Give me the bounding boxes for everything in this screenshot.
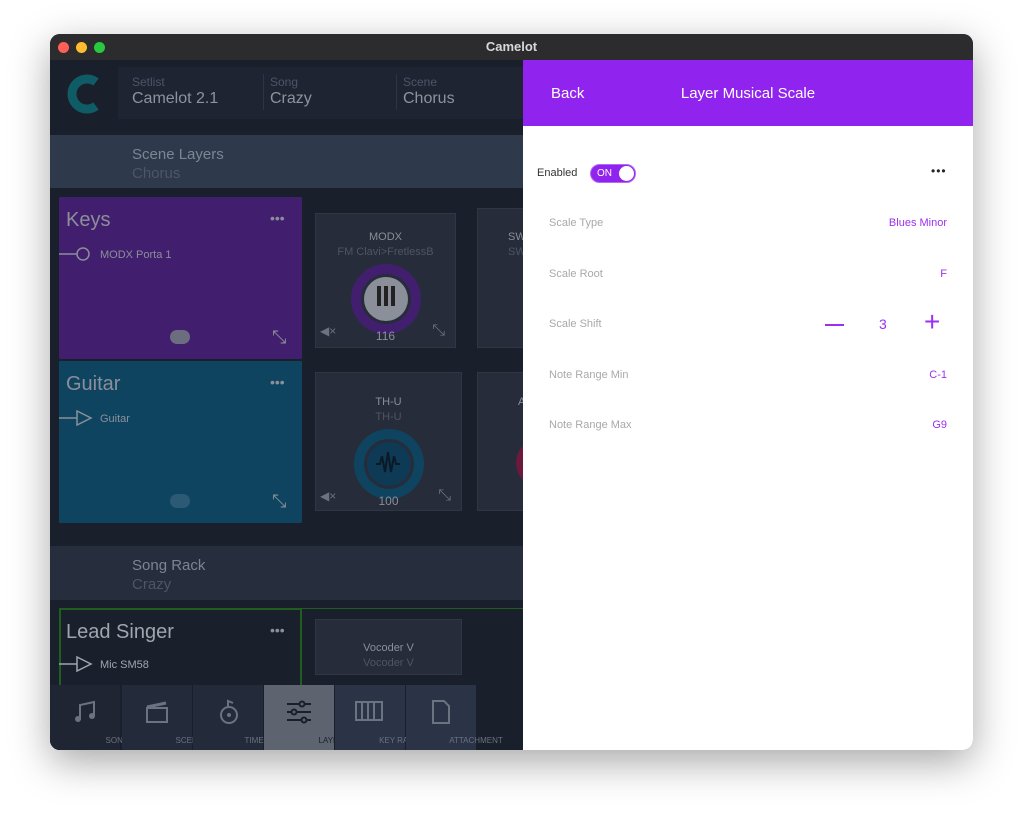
music-note-icon bbox=[75, 700, 95, 722]
window-title: Camelot bbox=[485, 39, 538, 54]
enabled-label: Enabled bbox=[537, 167, 578, 179]
clapperboard-icon bbox=[146, 701, 168, 723]
scene-value[interactable]: Chorus bbox=[403, 90, 455, 107]
volume-value: 116 bbox=[375, 329, 396, 343]
decrement-button[interactable] bbox=[825, 324, 844, 326]
module-card[interactable]: Vocoder V Vocoder V bbox=[315, 619, 462, 675]
expand-icon[interactable]: ⤡ bbox=[432, 322, 445, 339]
volume-knob[interactable] bbox=[354, 429, 424, 499]
song-label: Song bbox=[270, 75, 299, 89]
app-window: Camelot Setlist Camelot 2.1 Song Crazy S… bbox=[50, 34, 973, 750]
scale-root-value[interactable]: F bbox=[940, 268, 947, 280]
note-range-max-value[interactable]: G9 bbox=[932, 419, 947, 431]
module-title: MODX bbox=[369, 231, 402, 243]
more-icon[interactable]: ••• bbox=[270, 622, 285, 638]
timeline-icon bbox=[220, 699, 238, 724]
sliders-icon bbox=[287, 700, 311, 724]
note-range-min-value[interactable]: C-1 bbox=[929, 369, 947, 381]
tab-key-ranges[interactable]: KEY RANGES bbox=[335, 685, 431, 750]
minimize-button[interactable] bbox=[76, 42, 87, 53]
scale-type-value[interactable]: Blues Minor bbox=[888, 217, 947, 229]
back-button[interactable]: Back bbox=[551, 85, 585, 102]
module-title: SW bbox=[508, 231, 526, 243]
layer-musical-scale-panel: Back Layer Musical Scale Enabled ON ••• … bbox=[523, 60, 973, 750]
volume-knob[interactable] bbox=[351, 264, 421, 334]
expand-icon[interactable]: ⤡ bbox=[438, 487, 451, 504]
note-range-min-label: Note Range Min bbox=[549, 369, 629, 381]
audio-input-icon bbox=[59, 656, 93, 672]
module-subtitle: TH-U bbox=[375, 411, 402, 423]
expand-icon[interactable]: ⤡ bbox=[272, 491, 287, 511]
volume-value: 100 bbox=[378, 494, 399, 508]
info-bar bbox=[118, 67, 523, 119]
scene-layers-subtitle: Chorus bbox=[132, 165, 181, 182]
tab-label: KEY RANGES bbox=[379, 736, 431, 745]
song-rack-title: Song Rack bbox=[132, 557, 206, 574]
tab-label: SONGS bbox=[105, 736, 135, 745]
link-icon[interactable] bbox=[170, 330, 190, 344]
close-button[interactable] bbox=[58, 42, 69, 53]
tab-label: ATTACHMENT bbox=[449, 736, 503, 745]
scale-type-label: Scale Type bbox=[549, 217, 604, 229]
more-icon[interactable]: ••• bbox=[270, 210, 285, 226]
module-subtitle: Vocoder V bbox=[363, 657, 414, 669]
scene-label: Scene bbox=[403, 75, 438, 89]
toggle-state: ON bbox=[597, 168, 612, 179]
panel-title: Layer Musical Scale bbox=[680, 85, 816, 102]
tab-songs[interactable]: SONGS bbox=[50, 685, 134, 750]
setlist-value[interactable]: Camelot 2.1 bbox=[132, 90, 219, 107]
layer-input: Guitar bbox=[100, 413, 130, 425]
module-card[interactable]: TH-U TH-U ◀× 100 ⤡ bbox=[315, 372, 462, 511]
audio-input-icon bbox=[59, 410, 93, 426]
zoom-button[interactable] bbox=[94, 42, 105, 53]
expand-icon[interactable]: ⤡ bbox=[272, 327, 287, 347]
scale-root-label: Scale Root bbox=[549, 268, 603, 280]
enabled-toggle[interactable]: ON bbox=[590, 164, 636, 183]
tab-attachment[interactable]: ATTACHMENT bbox=[406, 685, 503, 750]
tab-layers[interactable]: LAYERS bbox=[264, 685, 349, 750]
scale-shift-label: Scale Shift bbox=[549, 318, 602, 330]
title-bar: Camelot bbox=[50, 34, 973, 60]
layer-name: Lead Singer bbox=[66, 621, 174, 643]
document-icon bbox=[432, 700, 450, 724]
increment-button[interactable]: + bbox=[924, 306, 941, 337]
layer-name: Guitar bbox=[66, 373, 121, 395]
module-title: TH-U bbox=[375, 396, 402, 408]
tab-label: LAYERS bbox=[318, 736, 350, 745]
module-card[interactable]: MODX FM Clavi>FretlessB ◀× 116 ⤡ bbox=[315, 213, 456, 348]
module-subtitle: SW bbox=[508, 246, 526, 258]
tab-scenes[interactable]: SCENES bbox=[122, 685, 208, 750]
setlist-label: Setlist bbox=[132, 75, 165, 89]
camelot-logo-icon bbox=[67, 74, 99, 114]
mute-icon[interactable]: ◀× bbox=[320, 489, 337, 503]
song-rack-band bbox=[50, 546, 523, 600]
more-icon[interactable]: ••• bbox=[270, 374, 285, 390]
module-title: Vocoder V bbox=[363, 642, 414, 654]
tab-label: TIMELINE bbox=[244, 736, 282, 745]
scene-layers-band bbox=[50, 135, 523, 188]
more-options-icon[interactable]: ••• bbox=[931, 164, 947, 178]
layer-name: Keys bbox=[66, 209, 111, 231]
tab-timeline[interactable]: TIMELINE bbox=[193, 685, 281, 750]
piano-keys-icon bbox=[355, 701, 383, 721]
layer-input: MODX Porta 1 bbox=[100, 249, 172, 261]
song-rack-subtitle: Crazy bbox=[132, 576, 172, 593]
mute-icon[interactable]: ◀× bbox=[320, 324, 337, 338]
midi-input-icon bbox=[59, 247, 90, 261]
link-icon[interactable] bbox=[170, 494, 190, 508]
module-subtitle: FM Clavi>FretlessB bbox=[337, 246, 434, 258]
note-range-max-label: Note Range Max bbox=[549, 419, 632, 431]
layer-input: Mic SM58 bbox=[100, 659, 149, 671]
tab-label: SCENES bbox=[175, 736, 209, 745]
song-value[interactable]: Crazy bbox=[270, 90, 312, 107]
scene-layers-title: Scene Layers bbox=[132, 146, 224, 163]
layer-card-lead-singer[interactable] bbox=[59, 608, 302, 688]
module-title: A bbox=[518, 396, 526, 408]
panel-header bbox=[523, 60, 973, 126]
scale-shift-value: 3 bbox=[879, 316, 887, 332]
